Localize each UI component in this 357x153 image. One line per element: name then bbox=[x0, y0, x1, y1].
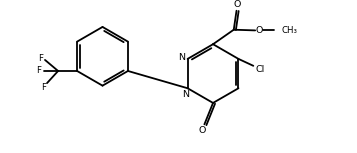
Text: N: N bbox=[178, 53, 185, 62]
Text: O: O bbox=[233, 0, 241, 9]
Text: F: F bbox=[36, 67, 41, 75]
Text: O: O bbox=[256, 26, 263, 35]
Text: N: N bbox=[182, 90, 189, 99]
Text: F: F bbox=[41, 83, 46, 92]
Text: CH₃: CH₃ bbox=[282, 26, 298, 35]
Text: O: O bbox=[199, 126, 206, 135]
Text: Cl: Cl bbox=[256, 65, 265, 74]
Text: F: F bbox=[38, 54, 43, 63]
